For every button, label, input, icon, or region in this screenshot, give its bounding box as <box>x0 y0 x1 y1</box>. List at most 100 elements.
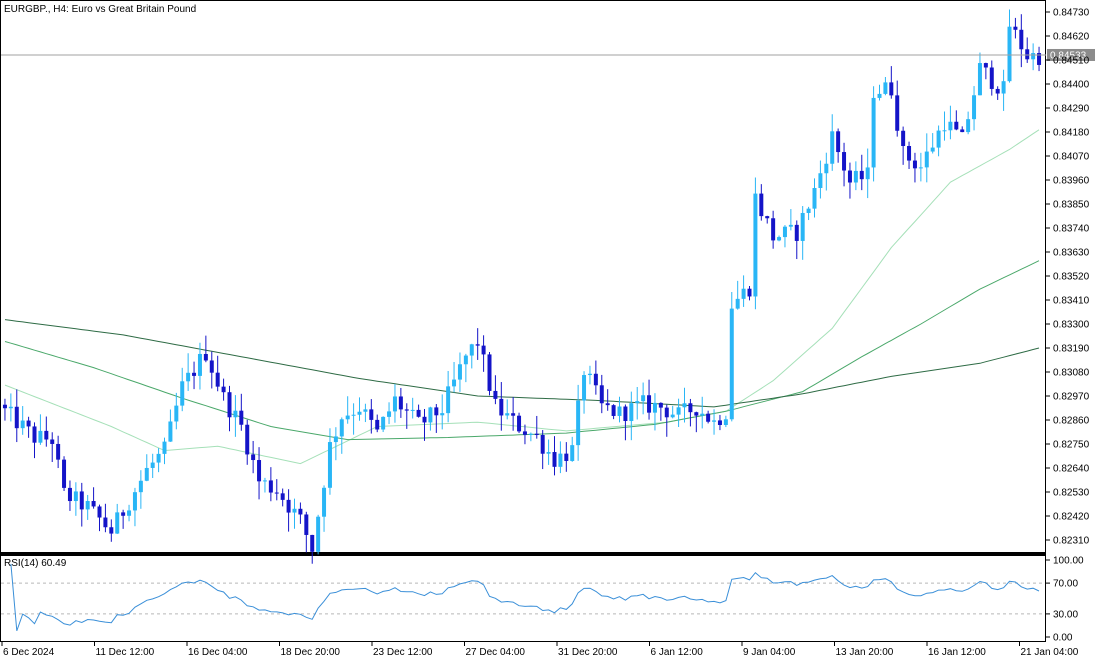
rsi-line <box>10 563 1040 631</box>
candle-bear <box>1025 49 1030 60</box>
candle-bull <box>723 419 728 425</box>
moving-averages <box>4 129 1040 465</box>
price-tick-label: 0.84620 <box>1053 32 1090 43</box>
candle-bull <box>351 414 356 416</box>
candle-bull <box>162 441 167 454</box>
candle-bull <box>150 462 155 468</box>
candle-bull <box>363 409 368 412</box>
ma-line-mid <box>4 260 1040 441</box>
candle-bull <box>641 395 646 402</box>
current-price-tag <box>1047 48 1095 61</box>
subwindow-separator[interactable] <box>0 553 1046 555</box>
time-tick-label: 13 Jan 20:00 <box>836 647 894 658</box>
candle-bear <box>912 160 917 169</box>
candle-bull <box>469 344 474 356</box>
candle-bull <box>818 173 823 189</box>
price-tick-label: 0.83300 <box>1053 320 1090 331</box>
candles <box>2 9 1042 564</box>
candle-bear <box>215 372 220 387</box>
price-tick-label: 0.83740 <box>1053 224 1090 235</box>
time-tick-label: 27 Dec 04:00 <box>466 647 526 658</box>
candle-bear <box>605 403 610 406</box>
candle-bear <box>227 392 232 418</box>
candle-bull <box>800 212 805 241</box>
candle-bull <box>924 151 929 168</box>
candle-bear <box>499 398 504 416</box>
price-tick-label: 0.84070 <box>1053 152 1090 163</box>
price-tick-label: 0.82750 <box>1053 440 1090 451</box>
candle-bear <box>688 403 693 413</box>
rsi-tick-label: 0.00 <box>1053 633 1073 644</box>
candle-bear <box>658 402 663 408</box>
candle-bear <box>1037 53 1042 65</box>
price-axis[interactable]: 0.84730 0.84620 0.84510 0.84400 0.84290 0.841… <box>1046 8 1090 547</box>
time-axis[interactable]: 6 Dec 2024 11 Dec 12:00 16 Dec 04:00 18 Dec… <box>1 642 1079 658</box>
candle-bull <box>570 445 575 461</box>
candle-bull <box>806 208 811 213</box>
price-tick-label: 0.83410 <box>1053 296 1090 307</box>
candle-bull <box>20 420 25 429</box>
candle-bull <box>942 130 947 132</box>
price-tick-label: 0.82420 <box>1053 512 1090 523</box>
candle-bear <box>375 419 380 430</box>
candle-bear <box>664 407 669 418</box>
candle-bear <box>209 360 214 373</box>
candle-bear <box>286 499 291 513</box>
candle-bear <box>599 385 604 404</box>
candle-bull <box>381 416 386 430</box>
candle-bull <box>38 430 43 443</box>
time-tick-label: 16 Dec 04:00 <box>188 647 248 658</box>
candle-bear <box>540 434 545 454</box>
candle-bull <box>788 224 793 227</box>
candle-bear <box>274 492 279 494</box>
candle-bull <box>977 63 982 96</box>
candle-bull <box>1001 81 1006 94</box>
candle-bull <box>8 406 13 409</box>
rsi-label: RSI(14) 60.49 <box>4 558 67 569</box>
candle-bear <box>907 146 912 161</box>
candle-bull <box>753 193 758 297</box>
time-tick-label: 31 Dec 20:00 <box>558 647 618 658</box>
candle-bull <box>186 372 191 382</box>
rsi-tick-label: 70.00 <box>1053 579 1078 590</box>
candle-bear <box>759 193 764 217</box>
candle-bear <box>765 216 770 219</box>
price-tick-label: 0.83190 <box>1053 344 1090 355</box>
candle-bear <box>847 170 852 183</box>
price-tick-label: 0.83080 <box>1053 368 1090 379</box>
candle-bull <box>327 442 332 488</box>
candle-bear <box>1013 26 1018 30</box>
time-tick-label: 6 Dec 2024 <box>3 647 55 658</box>
candle-bull <box>452 379 457 387</box>
candle-bear <box>416 409 421 417</box>
rsi-subwindow-frame[interactable] <box>0 555 1046 642</box>
candle-bull <box>883 82 888 94</box>
candle-bull <box>233 410 238 418</box>
candle-bear <box>794 224 799 241</box>
candle-bear <box>97 506 102 518</box>
candle-bull <box>168 421 173 442</box>
candle-bull <box>1007 26 1012 82</box>
candle-bull <box>729 308 734 420</box>
candle-bull <box>115 512 120 534</box>
candle-bear <box>611 405 616 416</box>
candle-bull <box>333 436 338 443</box>
candle-bull <box>339 419 344 437</box>
rsi-plot: 100.00 70.00 30.00 0.00 <box>1 556 1084 644</box>
candle-bear <box>983 63 988 68</box>
candle-bull <box>528 433 533 435</box>
candle-bear <box>475 344 480 346</box>
candle-bull <box>777 237 782 241</box>
time-tick-label: 23 Dec 12:00 <box>373 647 433 658</box>
candle-bear <box>534 433 539 435</box>
candle-bear <box>954 121 959 130</box>
candle-bear <box>995 88 1000 94</box>
candle-bull <box>735 298 740 309</box>
candle-bull <box>824 163 829 174</box>
price-chart-frame[interactable] <box>0 0 1046 553</box>
candle-bear <box>79 491 84 510</box>
candle-bull <box>440 413 445 416</box>
ma-line-slow <box>4 319 1040 408</box>
candle-bull <box>392 396 397 412</box>
